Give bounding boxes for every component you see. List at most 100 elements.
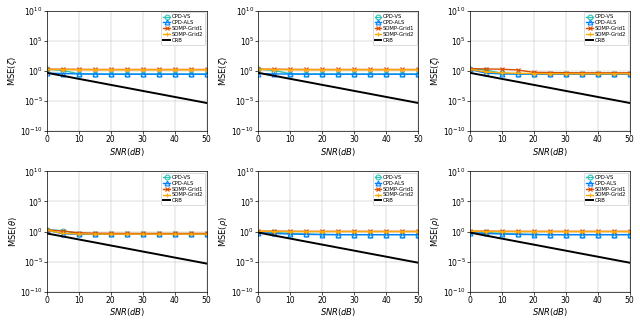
CRB [466, 231, 474, 235]
CPD-ALS [626, 233, 634, 237]
SOMP-Grid2 [107, 232, 115, 236]
CPD-ALS [107, 232, 115, 236]
CRB [610, 98, 618, 102]
CPD-ALS [546, 72, 554, 76]
SOMP-Grid1 [139, 67, 147, 71]
CPD-ALS [139, 72, 147, 76]
SOMP-Grid1 [91, 67, 99, 71]
SOMP-Grid2 [139, 68, 147, 72]
CRB [610, 258, 618, 262]
SOMP-Grid1 [319, 67, 326, 71]
CPD-VS [414, 233, 422, 237]
CPD-ALS [255, 231, 262, 235]
SOMP-Grid2 [514, 230, 522, 234]
CRB [466, 71, 474, 75]
SOMP-Grid1 [155, 67, 163, 71]
Line: SOMP-Grid2: SOMP-Grid2 [44, 67, 209, 72]
SOMP-Grid2 [123, 232, 131, 236]
SOMP-Grid2 [562, 72, 570, 76]
CPD-VS [271, 230, 278, 234]
SOMP-Grid1 [398, 229, 406, 233]
CPD-ALS [610, 72, 618, 76]
CRB [350, 249, 358, 253]
CRB [255, 231, 262, 235]
Legend: CPD-VS, CPD-ALS, SOMP-Grid1, SOMP-Grid2, CRB: CPD-VS, CPD-ALS, SOMP-Grid1, SOMP-Grid2,… [584, 12, 628, 45]
CPD-ALS [271, 72, 278, 76]
SOMP-Grid2 [398, 230, 406, 234]
SOMP-Grid2 [334, 230, 342, 234]
Line: SOMP-Grid2: SOMP-Grid2 [44, 228, 209, 237]
SOMP-Grid1 [350, 67, 358, 71]
SOMP-Grid2 [578, 230, 586, 234]
CPD-ALS [466, 231, 474, 235]
CPD-ALS [171, 232, 179, 236]
Legend: CPD-VS, CPD-ALS, SOMP-Grid1, SOMP-Grid2, CRB: CPD-VS, CPD-ALS, SOMP-Grid1, SOMP-Grid2,… [584, 173, 628, 205]
SOMP-Grid2 [466, 67, 474, 71]
CPD-ALS [203, 72, 211, 76]
CPD-VS [366, 233, 374, 237]
CRB [271, 234, 278, 237]
SOMP-Grid1 [334, 67, 342, 71]
CPD-ALS [91, 72, 99, 76]
SOMP-Grid2 [287, 230, 294, 234]
SOMP-Grid1 [546, 229, 554, 233]
SOMP-Grid1 [303, 67, 310, 71]
SOMP-Grid2 [187, 232, 195, 236]
CRB [91, 80, 99, 84]
SOMP-Grid2 [334, 68, 342, 72]
CRB [75, 237, 83, 241]
SOMP-Grid1 [319, 229, 326, 233]
Line: SOMP-Grid1: SOMP-Grid1 [467, 229, 632, 234]
SOMP-Grid1 [546, 71, 554, 75]
CPD-VS [466, 230, 474, 234]
CPD-ALS [203, 232, 211, 236]
Line: SOMP-Grid1: SOMP-Grid1 [44, 227, 209, 236]
CPD-ALS [187, 72, 195, 76]
CPD-VS [107, 72, 115, 76]
CRB [303, 240, 310, 244]
SOMP-Grid1 [59, 229, 67, 233]
SOMP-Grid2 [75, 232, 83, 236]
SOMP-Grid2 [382, 230, 390, 234]
CPD-ALS [139, 232, 147, 236]
CPD-ALS [398, 72, 406, 76]
SOMP-Grid2 [466, 229, 474, 233]
CPD-ALS [59, 72, 67, 75]
CPD-ALS [319, 233, 326, 237]
CRB [139, 89, 147, 93]
SOMP-Grid2 [546, 72, 554, 75]
CPD-VS [91, 232, 99, 236]
CRB [382, 255, 390, 259]
SOMP-Grid2 [171, 68, 179, 72]
CPD-VS [578, 233, 586, 237]
CPD-ALS [287, 232, 294, 236]
SOMP-Grid1 [594, 229, 602, 233]
Line: CPD-VS: CPD-VS [256, 67, 420, 76]
SOMP-Grid1 [350, 229, 358, 233]
SOMP-Grid2 [626, 230, 634, 234]
Line: SOMP-Grid1: SOMP-Grid1 [256, 67, 420, 72]
CRB [171, 95, 179, 99]
CPD-ALS [319, 72, 326, 76]
CRB [366, 252, 374, 256]
SOMP-Grid1 [59, 67, 67, 71]
Y-axis label: MSE($\rho$): MSE($\rho$) [429, 216, 442, 247]
CPD-ALS [350, 72, 358, 76]
Line: CPD-ALS: CPD-ALS [467, 230, 632, 237]
SOMP-Grid1 [514, 229, 522, 233]
SOMP-Grid1 [414, 229, 422, 233]
CPD-ALS [498, 232, 506, 236]
CRB [578, 252, 586, 256]
CPD-VS [203, 232, 211, 236]
CRB [59, 235, 67, 238]
Line: CPD-VS: CPD-VS [467, 66, 632, 76]
CPD-ALS [398, 233, 406, 237]
SOMP-Grid1 [171, 231, 179, 235]
SOMP-Grid2 [530, 230, 538, 234]
SOMP-Grid1 [91, 231, 99, 235]
CPD-VS [334, 72, 342, 76]
Y-axis label: MSE($\rho$): MSE($\rho$) [217, 216, 230, 247]
SOMP-Grid1 [203, 67, 211, 71]
SOMP-Grid2 [107, 68, 115, 72]
CPD-VS [319, 232, 326, 236]
